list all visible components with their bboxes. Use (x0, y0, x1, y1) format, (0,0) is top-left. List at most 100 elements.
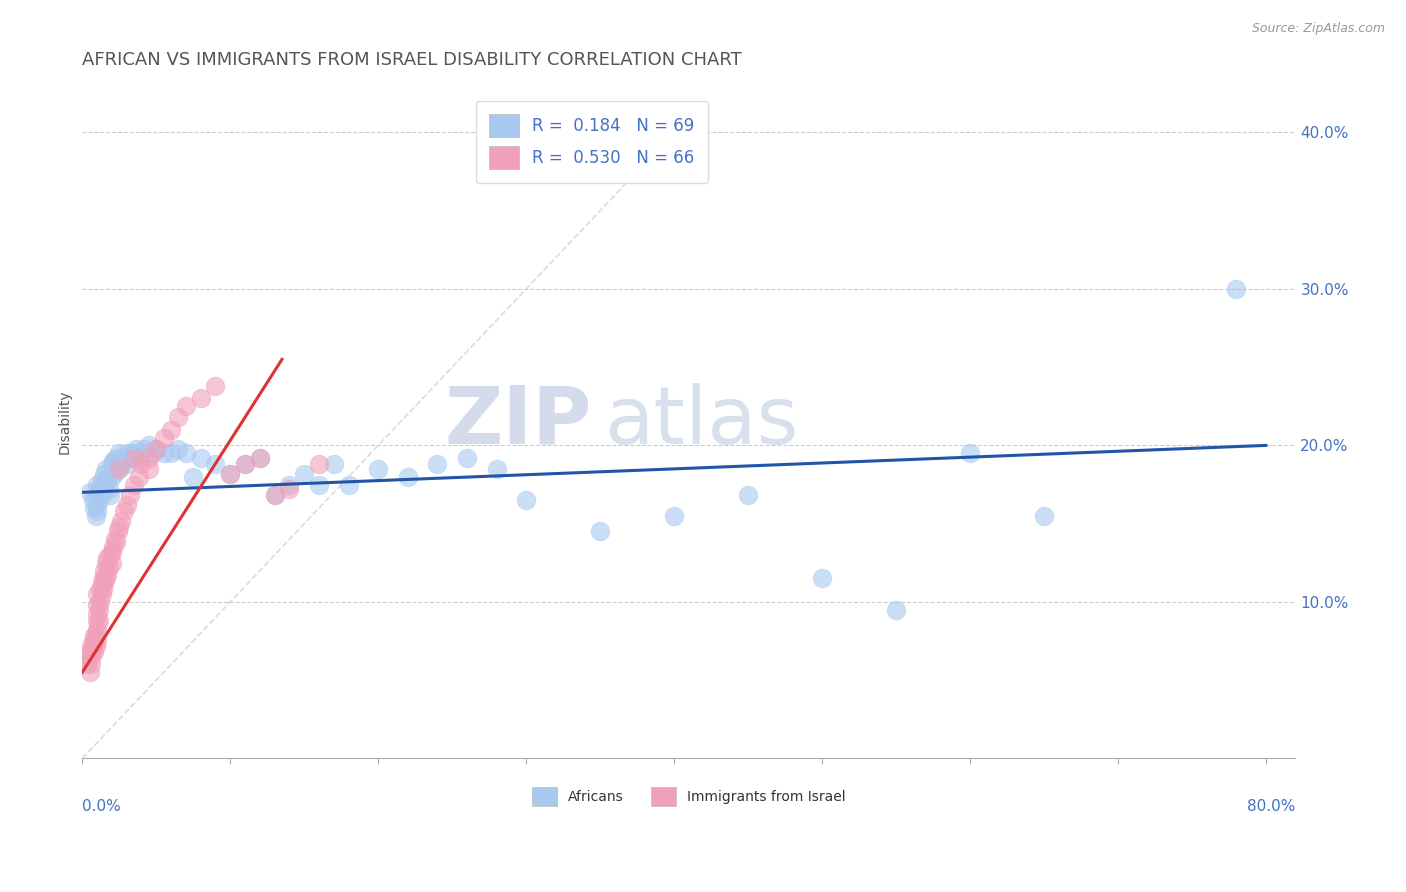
Point (152, 446, 174, 460)
Point (131, 446, 153, 460)
Point (86, 488, 108, 502)
Text: 80.0%: 80.0% (1247, 798, 1295, 814)
Point (84, 626, 107, 640)
Point (80, 657, 103, 672)
Point (97, 560, 120, 574)
Point (101, 545, 124, 559)
Point (82, 641, 104, 656)
Point (90, 576, 112, 591)
Point (86, 587, 108, 601)
Legend: Africans, Immigrants from Israel: Africans, Immigrants from Israel (526, 781, 852, 812)
Point (249, 450, 271, 465)
Point (89, 595, 111, 609)
Point (93, 564, 115, 578)
Point (174, 399, 197, 413)
Point (86, 498, 108, 512)
Point (249, 450, 271, 465)
Point (145, 442, 167, 456)
Point (110, 514, 132, 528)
Point (142, 446, 165, 460)
Point (204, 457, 226, 471)
Point (89, 582, 111, 597)
Point (100, 548, 122, 562)
Point (84, 639, 107, 653)
Point (263, 488, 285, 502)
Point (589, 524, 612, 539)
Point (115, 498, 138, 512)
Point (128, 469, 150, 483)
Point (959, 446, 981, 460)
Point (292, 467, 315, 481)
Point (80, 639, 103, 653)
Point (83, 500, 105, 515)
Point (89, 491, 111, 506)
Point (122, 450, 145, 465)
Point (884, 603, 907, 617)
Point (426, 457, 449, 471)
Point (107, 524, 129, 539)
Point (104, 533, 127, 547)
Point (110, 457, 132, 471)
Point (811, 571, 834, 585)
Point (138, 438, 160, 452)
Point (118, 450, 141, 465)
Point (107, 462, 129, 476)
Text: atlas: atlas (605, 383, 799, 461)
Point (233, 457, 256, 471)
Point (152, 431, 174, 445)
Point (1225, 282, 1247, 296)
Point (93, 576, 115, 591)
Point (86, 477, 108, 491)
Point (80, 649, 103, 664)
Point (79, 645, 101, 659)
Point (91, 485, 114, 500)
Point (131, 457, 153, 471)
Point (122, 477, 145, 491)
Point (83, 645, 105, 659)
Point (94, 571, 117, 585)
Point (101, 457, 124, 471)
Point (174, 446, 197, 460)
Y-axis label: Disability: Disability (58, 390, 72, 454)
Point (96, 551, 118, 566)
Point (737, 488, 759, 502)
Point (93, 467, 115, 481)
Point (87, 603, 110, 617)
Point (96, 566, 118, 581)
Point (86, 614, 108, 628)
Point (100, 488, 122, 502)
Point (86, 607, 108, 622)
Point (105, 535, 128, 549)
Point (145, 442, 167, 456)
Point (84, 508, 107, 523)
Point (167, 442, 190, 456)
Point (76, 657, 98, 672)
Point (160, 446, 183, 460)
Point (77, 649, 100, 664)
Point (456, 450, 478, 465)
Point (190, 450, 212, 465)
Point (134, 442, 156, 456)
Point (87, 614, 110, 628)
Point (485, 462, 508, 476)
Point (662, 508, 685, 523)
Point (97, 482, 120, 496)
Point (115, 457, 138, 471)
Point (86, 598, 108, 612)
Point (396, 469, 419, 483)
Point (138, 450, 160, 465)
Point (367, 462, 389, 476)
Point (86, 504, 108, 518)
Point (219, 467, 242, 481)
Point (138, 462, 160, 476)
Point (93, 477, 115, 491)
Point (204, 379, 226, 393)
Point (96, 473, 118, 487)
Point (115, 446, 138, 460)
Point (101, 469, 124, 483)
Point (308, 457, 330, 471)
Point (167, 410, 190, 425)
Point (103, 540, 125, 554)
Point (160, 423, 183, 437)
Point (181, 469, 204, 483)
